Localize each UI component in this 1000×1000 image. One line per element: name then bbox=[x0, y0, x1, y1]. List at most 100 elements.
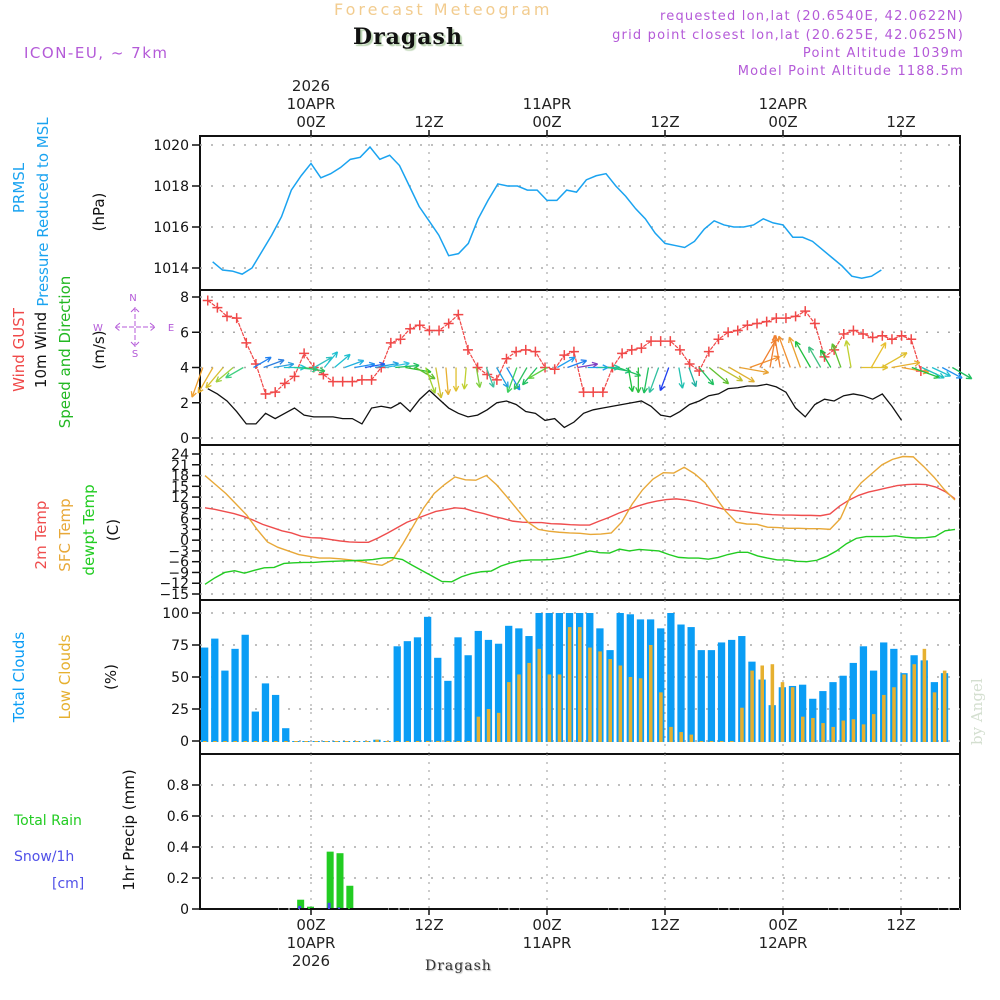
wind-direction-arrow bbox=[197, 367, 214, 394]
low-clouds-bar bbox=[892, 687, 896, 742]
low-clouds-bar bbox=[263, 741, 268, 742]
wind-direction-arrow bbox=[513, 367, 528, 390]
gust-marker bbox=[848, 325, 859, 336]
gust-marker bbox=[405, 323, 416, 334]
wind-direction-arrow bbox=[641, 367, 650, 394]
low-clouds-bar bbox=[486, 709, 491, 742]
total-clouds-bar bbox=[271, 694, 280, 742]
compass-e: E bbox=[168, 323, 174, 334]
pressure-unit-label: (hPa) bbox=[90, 193, 108, 232]
gust-marker bbox=[366, 374, 377, 385]
wind-direction-arrow bbox=[659, 367, 670, 392]
gust-marker bbox=[597, 387, 608, 398]
low-clouds-bar bbox=[436, 741, 440, 742]
y-tick-label: 0.8 bbox=[167, 778, 189, 794]
y-tick-label: 18 bbox=[171, 469, 189, 485]
wind-direction-arrow bbox=[415, 366, 436, 380]
y-tick-label: 25 bbox=[171, 702, 189, 718]
gust-marker bbox=[299, 348, 310, 359]
gust-marker bbox=[636, 343, 647, 354]
low-clouds-bar bbox=[517, 674, 521, 742]
y-tick-label: 0.4 bbox=[167, 840, 189, 856]
bottom-time-label: 12APR bbox=[759, 934, 808, 952]
low-clouds-bar bbox=[355, 741, 359, 742]
gust-marker bbox=[453, 309, 464, 320]
wind-direction-arrow bbox=[777, 335, 791, 368]
low-clouds-bar bbox=[547, 674, 552, 742]
wind-direction-arrow bbox=[729, 366, 755, 383]
y-tick-label: 0 bbox=[180, 734, 189, 750]
gust-marker bbox=[491, 374, 502, 385]
wind-direction-arrow bbox=[485, 367, 495, 388]
gust-marker bbox=[202, 295, 213, 306]
y-tick-label: 6 bbox=[180, 512, 189, 528]
model-label: ICON-EU, ~ 7km bbox=[24, 44, 169, 62]
gust-marker bbox=[279, 378, 290, 389]
wind-direction-arrow bbox=[688, 367, 698, 388]
y-tick-label: 1020 bbox=[153, 138, 189, 154]
total-clouds-bar bbox=[798, 684, 807, 742]
model-point-altitude: Model Point Altitude 1188.5m bbox=[737, 64, 964, 79]
low-clouds-label: Low Clouds bbox=[56, 634, 74, 719]
wind-direction-arrow bbox=[819, 349, 832, 368]
low-clouds-bar bbox=[324, 741, 329, 742]
wind-direction-arrow bbox=[567, 359, 588, 369]
wind-direction-arrow bbox=[344, 359, 365, 369]
low-clouds-bar bbox=[760, 665, 765, 742]
total-clouds-bar bbox=[687, 627, 695, 742]
low-clouds-bar bbox=[314, 741, 319, 742]
total-clouds-bar bbox=[819, 691, 827, 742]
wind-direction-arrow bbox=[527, 366, 548, 380]
y-tick-label: 75 bbox=[171, 638, 189, 654]
rain-bar bbox=[326, 851, 334, 909]
top-time-label: 00Z bbox=[532, 113, 561, 131]
low-clouds-bar bbox=[669, 726, 673, 742]
low-clouds-bar bbox=[446, 741, 450, 742]
y-tick-label: 9 bbox=[180, 501, 189, 517]
gust-marker bbox=[626, 344, 637, 355]
bottom-time-label: 00Z bbox=[296, 916, 325, 934]
gust-marker bbox=[212, 302, 223, 313]
low-clouds-bar bbox=[750, 670, 754, 742]
wind-direction-arrow bbox=[648, 367, 660, 394]
bottom-time-label: 2026 bbox=[292, 952, 330, 970]
total-clouds-bar bbox=[231, 648, 239, 742]
low-clouds-bar bbox=[496, 712, 501, 742]
bottom-time-label: 00Z bbox=[768, 916, 797, 934]
total-clouds-bar bbox=[859, 646, 868, 742]
top-time-label: 12APR bbox=[759, 95, 808, 113]
panel-frame-precip bbox=[199, 753, 961, 910]
y-tick-label: −12 bbox=[159, 576, 189, 592]
footer-station: Dragash bbox=[425, 958, 492, 974]
low-clouds-bar bbox=[588, 647, 592, 742]
total-clouds-bar bbox=[423, 616, 432, 742]
wind-direction-arrow bbox=[435, 367, 444, 399]
wind-direction-arrow bbox=[881, 352, 908, 369]
gust-marker bbox=[665, 336, 676, 347]
total-clouds-bar bbox=[282, 728, 290, 742]
bottom-time-label: 12Z bbox=[650, 916, 679, 934]
gust-marker bbox=[443, 318, 454, 329]
y-tick-label: 21 bbox=[171, 458, 189, 474]
low-clouds-bar bbox=[638, 678, 643, 742]
bottom-time-label: 11APR bbox=[523, 934, 572, 952]
low-clouds-bar bbox=[770, 664, 775, 742]
gust-marker bbox=[559, 350, 570, 361]
gust-marker bbox=[877, 330, 888, 341]
sfc-temp-line bbox=[204, 455, 956, 567]
low-clouds-bar bbox=[821, 723, 825, 742]
gust-marker bbox=[906, 334, 917, 345]
low-clouds-bar bbox=[790, 687, 795, 742]
wind-direction-arrow bbox=[190, 367, 204, 398]
low-clouds-bar bbox=[557, 674, 562, 742]
top-time-label: 10APR bbox=[287, 95, 336, 113]
compass-n: N bbox=[129, 293, 136, 304]
wind-direction-arrow bbox=[931, 366, 952, 377]
gust-line bbox=[207, 300, 922, 395]
low-clouds-bar bbox=[730, 741, 734, 742]
wind-direction-arrow bbox=[698, 367, 715, 386]
low-clouds-bar bbox=[882, 694, 886, 742]
wind-direction-arrow bbox=[749, 355, 780, 369]
low-clouds-bar bbox=[902, 674, 906, 742]
low-clouds-bar bbox=[861, 724, 866, 742]
